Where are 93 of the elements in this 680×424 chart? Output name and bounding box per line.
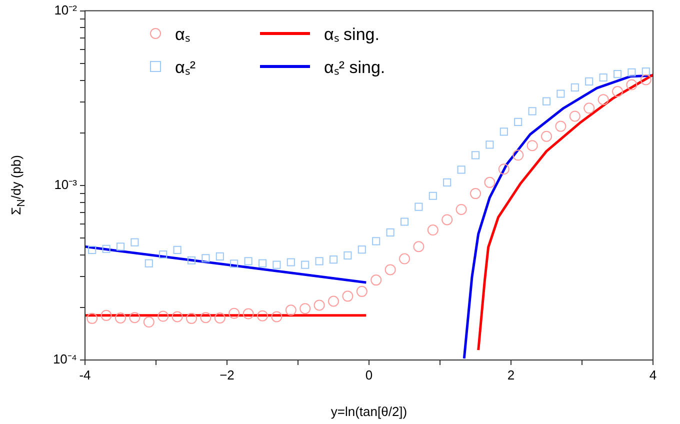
point <box>486 140 494 149</box>
point <box>555 120 566 132</box>
point <box>370 274 382 286</box>
point <box>102 244 110 253</box>
point <box>427 224 438 236</box>
point <box>413 241 424 252</box>
x-axis-title: y=ln(tan[θ/2]) <box>330 404 408 419</box>
point <box>214 312 226 324</box>
point <box>384 264 396 276</box>
point <box>443 178 452 186</box>
point <box>442 214 453 226</box>
point <box>242 308 254 320</box>
point <box>100 310 112 321</box>
point <box>526 140 538 152</box>
point <box>400 218 409 226</box>
point <box>556 90 565 98</box>
point <box>86 312 98 324</box>
point <box>172 311 183 322</box>
point <box>471 151 480 160</box>
point <box>315 257 324 266</box>
point <box>314 300 325 311</box>
x-tick-label: 4 <box>649 367 657 382</box>
point <box>500 128 508 136</box>
point <box>457 166 466 174</box>
point <box>328 296 339 307</box>
point <box>230 260 238 268</box>
point <box>244 257 252 266</box>
point <box>470 188 481 200</box>
legend-label: αₛ² sing. <box>324 57 386 78</box>
x-tick-label: 0 <box>365 367 373 382</box>
point <box>612 86 623 97</box>
point <box>88 246 96 254</box>
point <box>271 311 282 322</box>
point <box>115 312 126 324</box>
point <box>541 130 552 142</box>
x-tick-label: -4 <box>79 367 91 382</box>
point <box>228 308 240 319</box>
point <box>542 97 551 106</box>
point <box>598 94 609 106</box>
point <box>498 164 510 175</box>
legend-label: αₛ² <box>175 57 196 78</box>
point <box>514 118 522 126</box>
point <box>143 316 154 328</box>
point <box>356 286 368 297</box>
y-tick-label: 10⁻³ <box>54 176 78 192</box>
point <box>186 312 197 324</box>
point <box>342 290 354 302</box>
point <box>386 228 394 236</box>
point <box>300 303 311 314</box>
point <box>613 70 622 78</box>
point <box>358 246 366 254</box>
point <box>202 254 210 262</box>
y-tick-label: 10⁻² <box>54 2 78 18</box>
point <box>584 102 595 114</box>
x-tick-label: 2 <box>507 367 515 382</box>
x-tick-label: −2 <box>220 367 234 382</box>
point <box>372 237 380 246</box>
point <box>585 77 594 86</box>
point <box>187 256 196 264</box>
legend-label: αₛ sing. <box>324 24 380 45</box>
point <box>399 253 410 264</box>
point <box>484 176 496 188</box>
point <box>144 259 153 268</box>
point <box>301 260 310 269</box>
point <box>570 83 579 92</box>
point <box>159 250 168 259</box>
point <box>626 79 638 90</box>
point <box>158 310 169 322</box>
point <box>640 74 652 86</box>
point <box>428 192 437 200</box>
point <box>286 258 295 266</box>
point <box>344 251 352 260</box>
point <box>258 259 267 268</box>
point <box>272 260 281 269</box>
point <box>528 107 536 116</box>
point <box>569 110 580 122</box>
y-tick-label: 10⁻⁴ <box>52 352 77 367</box>
point <box>129 312 140 324</box>
point <box>512 150 524 161</box>
point <box>130 238 139 246</box>
point <box>257 310 268 322</box>
point <box>456 204 467 215</box>
legend-label: αₛ <box>175 24 190 45</box>
point <box>628 68 636 76</box>
point <box>216 252 224 260</box>
point <box>329 256 338 264</box>
point <box>173 246 182 254</box>
point <box>414 202 423 211</box>
point <box>599 73 608 82</box>
point <box>116 242 125 251</box>
point <box>285 304 296 316</box>
point <box>642 67 650 76</box>
point <box>200 312 212 324</box>
